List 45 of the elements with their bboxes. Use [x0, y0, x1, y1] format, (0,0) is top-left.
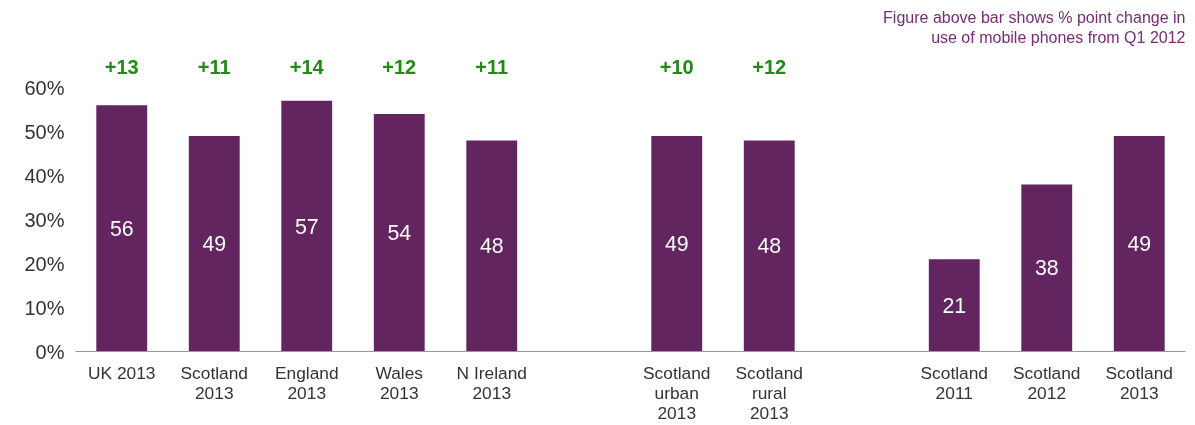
bar [96, 105, 148, 352]
data-label: 49 [202, 232, 227, 257]
text: +10 [659, 55, 694, 78]
bar [188, 136, 240, 352]
data-label: 21 [942, 293, 967, 318]
x-tick-label: Scotland rural 2013 [735, 362, 803, 423]
bar [466, 140, 518, 352]
y-tick-label: 40% [24, 164, 65, 187]
y-tick-label: 60% [24, 76, 65, 99]
data-label: 49 [1127, 232, 1152, 257]
data-label: 57 [294, 214, 319, 239]
x-tick-label: Scotland 2012 [1013, 362, 1081, 403]
y-tick-label: 50% [24, 120, 65, 143]
text: Figure above bar shows % point change in use of mobile phones from Q1 2012 [883, 8, 1186, 46]
text: +13 [104, 55, 139, 78]
x-tick-label: N Ireland 2013 [456, 362, 527, 403]
bar [1021, 184, 1073, 352]
text: +12 [752, 55, 787, 78]
text: +14 [289, 55, 325, 78]
y-tick-label: 0% [35, 340, 65, 363]
data-label: 49 [664, 232, 689, 257]
y-tick-label: 10% [24, 296, 65, 319]
x-tick-label: Scotland 2013 [1105, 362, 1173, 403]
bar [1113, 136, 1165, 352]
data-label: 56 [109, 216, 134, 241]
bar [281, 100, 333, 352]
data-label: 38 [1034, 256, 1059, 281]
bar [651, 136, 703, 352]
y-tick-label: 20% [24, 252, 65, 275]
x-tick-label: Scotland 2013 [180, 362, 248, 403]
x-tick-label: UK 2013 [88, 362, 156, 383]
bar [928, 259, 980, 352]
data-label: 54 [387, 221, 412, 246]
data-label: 48 [479, 234, 504, 259]
text: +11 [197, 55, 231, 78]
x-tick-label: Scotland urban 2013 [643, 362, 711, 423]
bar [373, 114, 425, 352]
text: +12 [382, 55, 417, 78]
x-tick-label: Wales 2013 [375, 362, 424, 403]
x-tick-label: England 2013 [274, 362, 339, 403]
y-tick-label: 30% [24, 208, 65, 231]
bar [743, 140, 795, 352]
data-label: 48 [757, 234, 782, 259]
text: +11 [475, 55, 509, 78]
x-tick-label: Scotland 2011 [920, 362, 988, 403]
